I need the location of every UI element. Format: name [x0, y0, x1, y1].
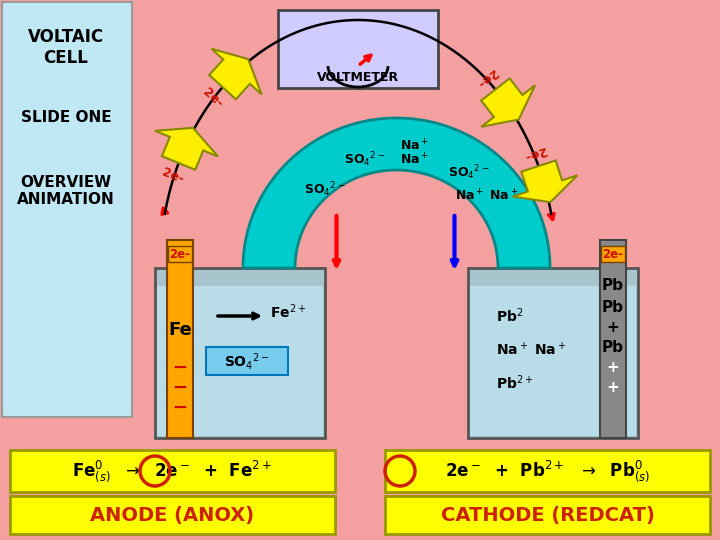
Bar — [157, 286, 323, 436]
Text: −: − — [172, 359, 188, 377]
Text: Na$^+$ Na$^+$: Na$^+$ Na$^+$ — [455, 188, 518, 204]
Text: VOLTMETER: VOLTMETER — [317, 71, 399, 84]
Text: +: + — [607, 361, 619, 375]
Text: Pb$^{2+}$: Pb$^{2+}$ — [496, 374, 534, 392]
Bar — [385, 496, 710, 534]
Polygon shape — [210, 49, 262, 99]
Text: SO$_4$$^{2-}$: SO$_4$$^{2-}$ — [448, 164, 489, 183]
Text: Na$^+$ Na$^+$: Na$^+$ Na$^+$ — [496, 341, 567, 359]
Bar — [600, 240, 626, 438]
Bar — [470, 286, 636, 436]
Bar — [10, 450, 335, 492]
Text: Na$^+$: Na$^+$ — [400, 152, 429, 167]
Polygon shape — [243, 118, 550, 268]
Text: 2e-: 2e- — [200, 85, 225, 110]
Text: −: − — [172, 379, 188, 397]
Bar — [155, 268, 325, 438]
Text: Fe$^0_{(s)}$  $\rightarrow$  2e$^-$  +  Fe$^{2+}$: Fe$^0_{(s)}$ $\rightarrow$ 2e$^-$ + Fe$^… — [72, 458, 272, 484]
Text: Pb: Pb — [602, 279, 624, 294]
Bar — [167, 240, 193, 438]
Text: 2e-: 2e- — [521, 143, 546, 162]
Text: +: + — [607, 321, 619, 335]
Text: SO$_4$$^{2-}$: SO$_4$$^{2-}$ — [224, 350, 270, 372]
Text: SO$_4$$^{2-}$: SO$_4$$^{2-}$ — [304, 181, 345, 199]
Text: SLIDE ONE: SLIDE ONE — [21, 110, 112, 125]
Bar — [468, 268, 638, 438]
Text: CATHODE (REDCAT): CATHODE (REDCAT) — [441, 505, 655, 524]
FancyBboxPatch shape — [206, 347, 288, 375]
Text: +: + — [607, 381, 619, 395]
Text: 2e-: 2e- — [161, 166, 186, 187]
Text: SO$_4$$^{2-}$: SO$_4$$^{2-}$ — [343, 151, 385, 170]
Text: Fe: Fe — [168, 321, 192, 339]
Bar — [278, 10, 438, 88]
Text: ANODE (ANOX): ANODE (ANOX) — [90, 505, 254, 524]
Polygon shape — [513, 160, 577, 202]
Text: −: − — [172, 399, 188, 417]
Bar — [385, 450, 710, 492]
Text: 2e$^-$  +  Pb$^{2+}$  $\rightarrow$  Pb$^0_{(s)}$: 2e$^-$ + Pb$^{2+}$ $\rightarrow$ Pb$^0_{… — [446, 458, 651, 484]
Bar — [10, 496, 335, 534]
Text: Fe$^{2+}$: Fe$^{2+}$ — [270, 303, 306, 321]
Bar — [2, 2, 132, 417]
Text: 2e-: 2e- — [474, 66, 500, 90]
Text: Pb: Pb — [602, 300, 624, 315]
Text: Na$^+$: Na$^+$ — [400, 138, 429, 154]
Text: 2e-: 2e- — [603, 247, 624, 260]
Polygon shape — [155, 128, 218, 170]
Polygon shape — [481, 78, 535, 127]
Text: Pb: Pb — [602, 341, 624, 355]
Text: 2e-: 2e- — [169, 247, 191, 260]
Text: OVERVIEW
ANIMATION: OVERVIEW ANIMATION — [17, 175, 115, 207]
Text: VOLTAIC
CELL: VOLTAIC CELL — [28, 28, 104, 67]
Text: Pb$^{2}$: Pb$^{2}$ — [496, 307, 523, 325]
